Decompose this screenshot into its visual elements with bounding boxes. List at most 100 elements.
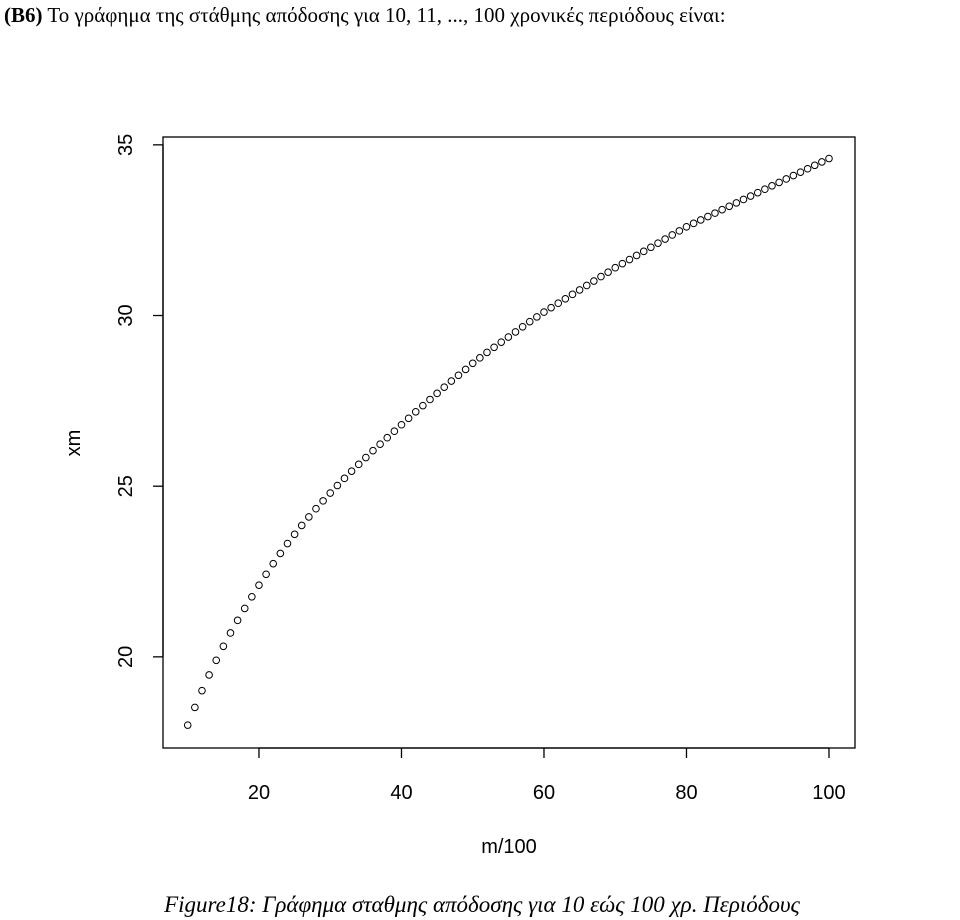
- data-point: [796, 168, 805, 176]
- data-point: [419, 401, 427, 410]
- data-point: [369, 446, 377, 455]
- data-point: [240, 604, 249, 613]
- data-point: [233, 616, 242, 625]
- data-point: [618, 259, 627, 268]
- data-point: [205, 671, 213, 679]
- data-point: [575, 286, 584, 294]
- data-point: [404, 414, 413, 423]
- data-point: [461, 365, 470, 374]
- y-axis-label: xm: [63, 430, 85, 457]
- data-point: [739, 195, 748, 204]
- data-point: [262, 570, 270, 579]
- data-point: [725, 202, 734, 211]
- data-point: [810, 161, 819, 170]
- data-point: [689, 219, 698, 228]
- data-point: [269, 559, 278, 568]
- data-point: [333, 481, 342, 490]
- data-point: [761, 185, 769, 194]
- data-point: [483, 348, 491, 357]
- data-point: [704, 212, 712, 221]
- data-point: [297, 521, 306, 530]
- data-point: [497, 338, 506, 346]
- x-tick-label: 40: [390, 782, 412, 804]
- data-point: [746, 192, 755, 200]
- data-point: [568, 290, 577, 299]
- data-point: [696, 216, 705, 224]
- data-point: [248, 592, 256, 601]
- x-axis-label: m/100: [481, 836, 537, 858]
- data-point: [504, 333, 513, 341]
- y-tick-label: 25: [115, 475, 137, 497]
- data-point: [540, 308, 548, 316]
- x-tick-label: 20: [248, 782, 270, 804]
- data-point: [718, 205, 726, 214]
- data-point: [547, 303, 555, 312]
- plot-box: [162, 136, 856, 749]
- data-point: [376, 440, 384, 449]
- data-point: [711, 209, 719, 217]
- x-tick-label: 80: [675, 782, 697, 804]
- y-tick-label: 20: [115, 646, 137, 668]
- data-point: [276, 549, 285, 558]
- data-point: [476, 354, 484, 362]
- data-point: [675, 227, 684, 235]
- data-point: [447, 377, 456, 385]
- data-point: [454, 371, 463, 380]
- data-point: [818, 158, 826, 166]
- data-point: [255, 581, 263, 589]
- data-point: [775, 178, 783, 187]
- data-point: [305, 513, 313, 521]
- data-point: [668, 231, 677, 239]
- data-point: [611, 263, 620, 272]
- data-point: [511, 328, 520, 336]
- data-point: [183, 721, 192, 729]
- data-point: [319, 497, 327, 505]
- data-point: [411, 407, 420, 416]
- data-point: [191, 703, 199, 712]
- data-point: [582, 281, 591, 290]
- caption: Figure18: Γράφημα σταθμης απόδοσης για 1…: [163, 892, 800, 917]
- data-point: [782, 175, 791, 183]
- data-point: [661, 235, 669, 243]
- data-point: [732, 199, 741, 207]
- data-point: [312, 504, 320, 513]
- data-point: [390, 427, 399, 436]
- data-point: [632, 251, 641, 260]
- data-point: [212, 656, 221, 665]
- y-tick-label: 30: [115, 304, 137, 326]
- data-point: [561, 294, 570, 303]
- data-point: [226, 629, 235, 637]
- data-point: [426, 395, 434, 404]
- data-point: [597, 272, 605, 281]
- data-point: [604, 268, 612, 276]
- x-tick-label: 100: [812, 782, 845, 804]
- data-point: [290, 530, 299, 539]
- data-point: [590, 277, 598, 285]
- data-point: [647, 243, 655, 252]
- data-point: [198, 686, 206, 695]
- data-point: [397, 420, 406, 429]
- data-point: [347, 467, 356, 475]
- heading-text: Το γράφημα της στάθμης απόδοσης για 10, …: [47, 3, 725, 27]
- x-tick-label: 60: [533, 782, 555, 804]
- data-point: [789, 171, 798, 180]
- data-point: [682, 222, 691, 231]
- y-tick-label: 35: [115, 134, 137, 156]
- data-point: [362, 453, 370, 462]
- data-point: [433, 389, 441, 398]
- heading-label: (Β6): [4, 3, 43, 27]
- data-point: [518, 322, 527, 331]
- data-point: [219, 642, 228, 651]
- data-point: [639, 247, 648, 256]
- data-point: [490, 343, 498, 352]
- data-point: [283, 539, 292, 548]
- data-point: [654, 239, 662, 247]
- data-point: [354, 460, 363, 469]
- data-point: [340, 474, 349, 483]
- data-point: [554, 299, 563, 308]
- data-point: [768, 182, 776, 190]
- data-point: [383, 433, 392, 442]
- data-point: [753, 188, 762, 197]
- data-point: [533, 313, 541, 321]
